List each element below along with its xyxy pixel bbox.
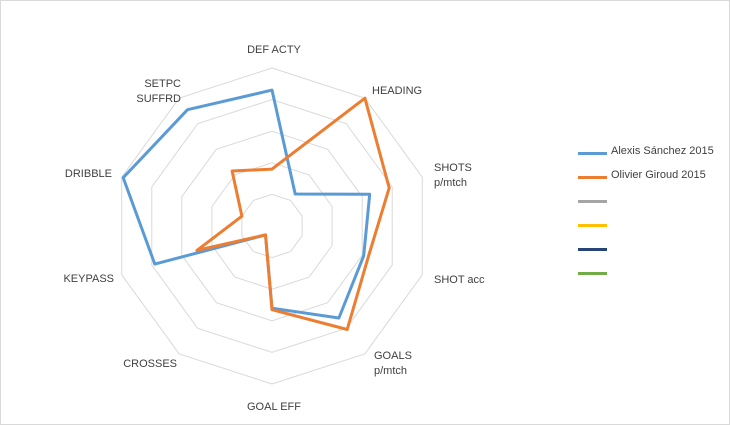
legend-swatch-2: [578, 176, 607, 179]
axis-label-1: HEADING: [372, 85, 422, 97]
grid-ring-3: [181, 130, 363, 322]
legend-swatch-5: [578, 248, 607, 251]
axis-label-3: SHOT acc: [434, 274, 485, 286]
axis-label-8: DRIBBLE: [65, 168, 112, 180]
legend-swatch-4: [578, 224, 607, 227]
axis-label-4-line2: p/mtch: [374, 365, 407, 377]
axis-label-2-line2: p/mtch: [434, 177, 467, 189]
legend-swatch-3: [578, 200, 607, 203]
axis-label-2: SHOTS: [434, 162, 472, 174]
legend-entry-2: Olivier Giroud 2015: [578, 168, 728, 192]
legend-label-2: Olivier Giroud 2015: [611, 169, 706, 181]
legend-entry-5: [578, 240, 728, 264]
legend-swatch-1: [578, 152, 607, 155]
grid-ring-5: [121, 67, 423, 385]
axis-label-5: GOAL EFF: [247, 401, 301, 413]
axis-label-4: GOALS: [374, 350, 412, 362]
grid-ring-4: [151, 99, 393, 353]
legend-entry-1: Alexis Sánchez 2015: [578, 144, 728, 168]
series-line-2: [195, 96, 391, 331]
legend: Alexis Sánchez 2015 Olivier Giroud 2015: [578, 144, 728, 288]
axis-label-7: KEYPASS: [63, 273, 114, 285]
legend-label-1: Alexis Sánchez 2015: [611, 145, 714, 157]
legend-entry-3: [578, 192, 728, 216]
grid-ring-1: [241, 193, 303, 259]
grid-ring-2: [211, 162, 333, 290]
legend-entry-6: [578, 264, 728, 288]
axis-label-0: DEF ACTY: [247, 44, 301, 56]
axis-label-6: CROSSES: [123, 358, 177, 370]
axis-label-9-line2: SUFFRD: [136, 93, 181, 105]
axis-label-9: SETPC: [144, 78, 181, 90]
legend-entry-4: [578, 216, 728, 240]
legend-swatch-6: [578, 272, 607, 275]
